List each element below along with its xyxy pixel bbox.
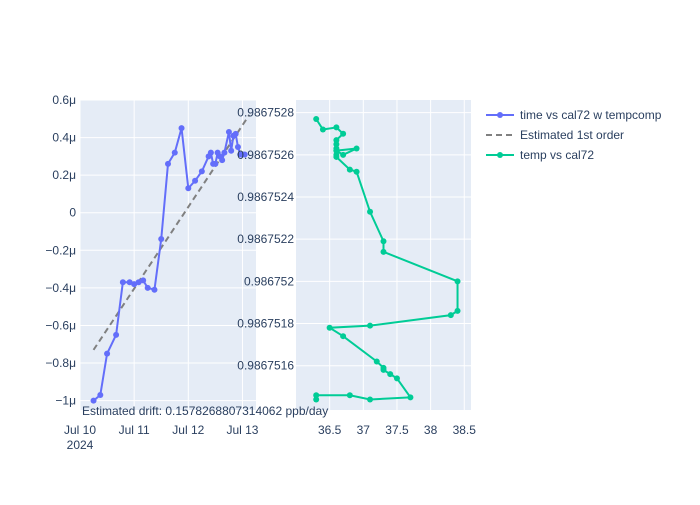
right-x-tick-label: 37 — [357, 423, 371, 437]
data-point-temp-vs-cal72 — [380, 364, 387, 371]
legend-label: Estimated 1st order — [520, 128, 624, 142]
data-point-temp-vs-cal72 — [313, 392, 320, 399]
data-point-time-vs-cal72 — [144, 284, 151, 291]
data-point-time-vs-cal72 — [104, 350, 111, 357]
data-point-temp-vs-cal72 — [313, 396, 320, 403]
left-y-tick-label: 0.6μ — [52, 93, 76, 107]
data-point-temp-vs-cal72 — [367, 208, 374, 215]
left-x-tick-label: Jul 13 — [226, 423, 258, 437]
right-plot-area — [296, 100, 471, 410]
legend[interactable]: time vs cal72 w tempcomp Estimated 1st or… — [486, 108, 662, 162]
data-point-temp-vs-cal72 — [333, 141, 340, 148]
data-point-temp-vs-cal72 — [346, 166, 353, 173]
left-x-tick-label: Jul 10 — [64, 423, 96, 437]
left-panel: −1μ −0.8μ −0.6μ −0.4μ −0.2μ 0 0.2μ 0.4μ 0.6μ Jul … — [45, 93, 258, 452]
left-y-tick-label: 0.4μ — [52, 131, 76, 145]
data-point-temp-vs-cal72 — [333, 137, 340, 144]
data-point-time-vs-cal72 — [192, 177, 199, 184]
left-y-tick-label: −0.2μ — [45, 243, 76, 257]
data-point-time-vs-cal72 — [219, 157, 226, 164]
right-y-tick-label: 0.9867524 — [237, 190, 294, 204]
data-point-temp-vs-cal72 — [313, 115, 320, 122]
data-point-time-vs-cal72 — [113, 331, 120, 338]
data-point-temp-vs-cal72 — [393, 375, 400, 382]
legend-label: time vs cal72 w tempcomp — [520, 108, 662, 122]
legend-label: temp vs cal72 — [520, 148, 594, 162]
data-point-time-vs-cal72 — [207, 149, 214, 156]
legend-marker-swatch — [497, 152, 503, 158]
left-x-tick-label: Jul 12 — [172, 423, 204, 437]
data-point-temp-vs-cal72 — [340, 130, 347, 137]
data-point-time-vs-cal72 — [225, 128, 232, 135]
data-point-temp-vs-cal72 — [333, 145, 340, 152]
left-x-tick-label: Jul 11 — [119, 423, 150, 437]
data-point-time-vs-cal72 — [140, 277, 147, 284]
data-point-time-vs-cal72 — [185, 185, 192, 192]
right-y-tick-label: 0.9867518 — [237, 317, 294, 331]
data-point-time-vs-cal72 — [158, 236, 165, 243]
right-x-tick-label: 36.5 — [318, 423, 342, 437]
right-y-tick-label: 0.9867522 — [237, 232, 294, 246]
data-point-temp-vs-cal72 — [346, 392, 353, 399]
data-point-temp-vs-cal72 — [387, 371, 394, 378]
right-x-tick-label: 38.5 — [453, 423, 477, 437]
data-point-temp-vs-cal72 — [380, 238, 387, 245]
data-point-time-vs-cal72 — [165, 160, 171, 167]
data-point-temp-vs-cal72 — [333, 124, 340, 131]
legend-marker-swatch — [497, 112, 503, 118]
right-x-tick-label: 37.5 — [385, 423, 409, 437]
data-point-temp-vs-cal72 — [340, 333, 347, 340]
right-y-tick-label: 0.9867516 — [237, 359, 294, 373]
data-point-time-vs-cal72 — [234, 143, 241, 150]
data-point-temp-vs-cal72 — [447, 312, 454, 319]
data-point-time-vs-cal72 — [221, 149, 228, 156]
data-point-time-vs-cal72 — [135, 279, 142, 286]
left-x-year-label: 2024 — [67, 438, 94, 452]
data-point-temp-vs-cal72 — [367, 396, 374, 403]
data-point-temp-vs-cal72 — [454, 307, 461, 314]
data-point-time-vs-cal72 — [97, 391, 104, 398]
data-point-time-vs-cal72 — [241, 151, 248, 158]
data-point-time-vs-cal72 — [198, 168, 205, 175]
data-point-time-vs-cal72 — [178, 125, 185, 132]
data-point-time-vs-cal72 — [212, 160, 219, 167]
data-point-temp-vs-cal72 — [353, 168, 360, 175]
legend-item[interactable]: Estimated 1st order — [486, 128, 624, 142]
data-point-temp-vs-cal72 — [407, 394, 414, 401]
data-point-temp-vs-cal72 — [353, 145, 360, 152]
data-point-temp-vs-cal72 — [367, 322, 374, 329]
data-point-time-vs-cal72 — [126, 279, 133, 286]
data-point-temp-vs-cal72 — [333, 151, 340, 158]
left-y-tick-label: 0 — [69, 206, 76, 220]
left-y-tick-label: 0.2μ — [52, 168, 76, 182]
data-point-temp-vs-cal72 — [380, 248, 387, 255]
data-point-temp-vs-cal72 — [373, 358, 380, 365]
left-y-tick-label: −1μ — [55, 394, 76, 408]
right-y-tick-label: 0.9867528 — [237, 106, 294, 120]
data-point-time-vs-cal72 — [232, 130, 239, 137]
legend-item[interactable]: time vs cal72 w tempcomp — [486, 108, 662, 122]
legend-item[interactable]: temp vs cal72 — [486, 148, 594, 162]
data-point-time-vs-cal72 — [228, 147, 235, 154]
right-panel: 0.9867516 0.9867518 0.986752 0.9867522 0.986… — [237, 100, 476, 437]
drift-annotation: Estimated drift: 0.1578268807314062 ppb/… — [82, 404, 328, 418]
right-y-tick-label: 0.9867526 — [237, 148, 294, 162]
right-x-tick-label: 38 — [424, 423, 438, 437]
left-y-tick-label: −0.8μ — [45, 356, 76, 370]
data-point-time-vs-cal72 — [90, 397, 97, 404]
data-point-temp-vs-cal72 — [454, 278, 461, 285]
data-point-time-vs-cal72 — [151, 286, 158, 293]
data-point-time-vs-cal72 — [119, 279, 126, 286]
data-point-temp-vs-cal72 — [326, 324, 333, 331]
data-point-temp-vs-cal72 — [319, 126, 326, 133]
data-point-time-vs-cal72 — [131, 281, 138, 288]
left-y-tick-label: −0.4μ — [45, 281, 76, 295]
right-y-tick-label: 0.986752 — [244, 274, 294, 288]
data-point-time-vs-cal72 — [171, 149, 178, 156]
data-point-temp-vs-cal72 — [340, 151, 347, 158]
left-y-tick-label: −0.6μ — [45, 318, 76, 332]
